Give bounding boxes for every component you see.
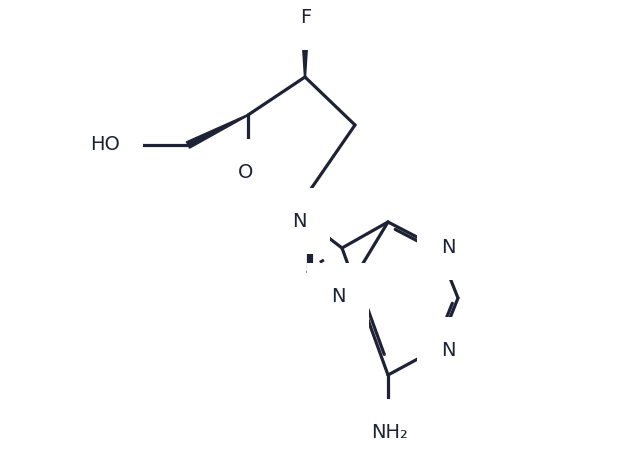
Polygon shape: [186, 115, 248, 148]
Text: O: O: [238, 163, 253, 181]
Text: N: N: [331, 287, 345, 306]
Text: NH₂: NH₂: [372, 423, 408, 441]
Text: F: F: [300, 8, 312, 26]
Polygon shape: [301, 30, 308, 77]
Text: N: N: [441, 237, 455, 257]
Text: HO: HO: [90, 134, 120, 154]
Text: N: N: [441, 340, 455, 360]
Text: N: N: [292, 212, 307, 230]
